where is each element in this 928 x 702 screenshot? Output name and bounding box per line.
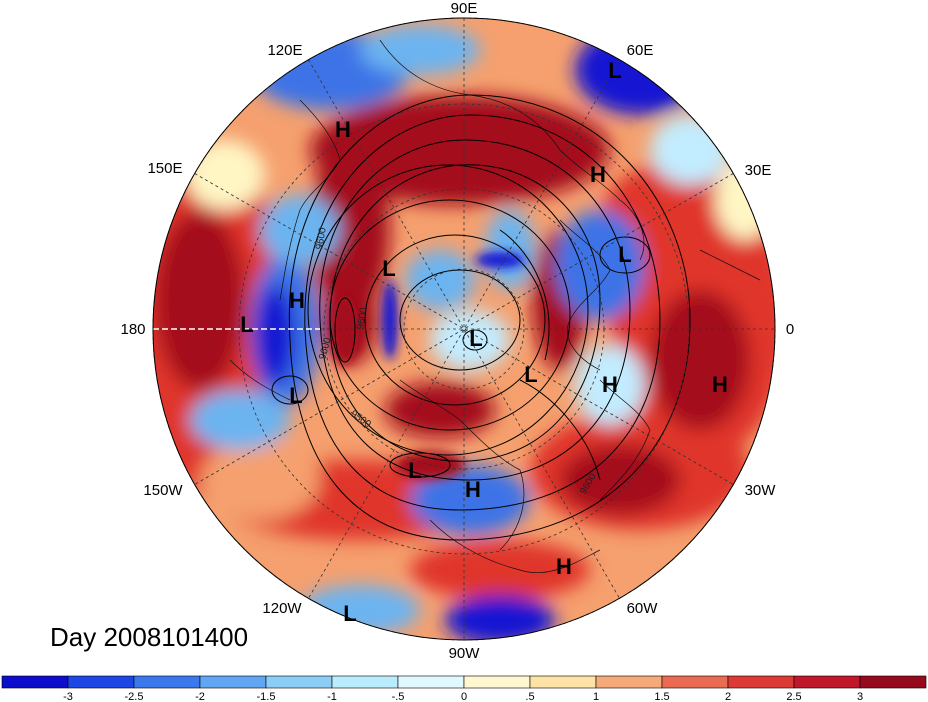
field-patch xyxy=(410,465,530,535)
colorbar-cells xyxy=(1,675,927,689)
field-patch xyxy=(331,295,359,365)
colorbar-tick-label: .5 xyxy=(525,691,534,702)
lon-label-90e: 90E xyxy=(451,0,478,17)
field-patch xyxy=(560,445,680,515)
lon-label-180: 180 xyxy=(120,321,145,338)
lon-label-120w: 120W xyxy=(262,600,302,617)
field-patch xyxy=(405,250,475,310)
colorbar-tick-label: -1 xyxy=(327,691,337,702)
pressure-system-label: H xyxy=(602,372,618,397)
field-patch xyxy=(410,540,590,600)
colorbar-cell xyxy=(595,675,663,689)
colorbar-cell xyxy=(397,675,465,689)
colorbar-tick-label: 2 xyxy=(725,691,731,702)
field-patch xyxy=(650,290,750,430)
pressure-system-label: H xyxy=(590,162,606,187)
field-patch xyxy=(310,95,610,205)
field-patch xyxy=(382,280,398,360)
colorbar-cell xyxy=(793,675,861,689)
colorbar-tick-label: -1.5 xyxy=(257,691,276,702)
field-patch xyxy=(310,140,390,320)
field-patch xyxy=(300,585,420,635)
colorbar-cell xyxy=(1,675,69,689)
lon-label-150e: 150E xyxy=(147,160,182,177)
colorbar-cell xyxy=(331,675,399,689)
colorbar-cell xyxy=(661,675,729,689)
field-patch xyxy=(155,210,245,390)
contour-label: 9600 xyxy=(314,226,329,250)
colorbar-cell xyxy=(199,675,267,689)
lon-label-90w: 90W xyxy=(449,645,481,662)
colorbar-cell xyxy=(529,675,597,689)
field-patch xyxy=(575,345,645,425)
pressure-system-label: H xyxy=(289,288,305,313)
field-patch xyxy=(445,595,555,640)
colorbar-cell xyxy=(265,675,333,689)
colorbar-tick-label: -2 xyxy=(195,691,205,702)
pressure-system-label: L xyxy=(382,256,395,281)
colorbar-cell xyxy=(133,675,201,689)
colorbar-tick-label: -2.5 xyxy=(125,691,144,702)
colorbar-tick-label: 0 xyxy=(461,691,467,702)
pressure-system-label: L xyxy=(608,58,621,83)
pressure-system-label: L xyxy=(240,312,253,337)
pressure-system-markers: L H H L L H L L L L L H H H H L L xyxy=(240,58,728,626)
colorbar-tick-label: -3 xyxy=(63,691,73,702)
map-title: Day 2008101400 xyxy=(50,622,248,652)
map-boundary xyxy=(152,17,776,641)
pressure-system-label: L xyxy=(343,601,356,626)
longitude-labels: 90E 60E 30E 0 30W 60W 90W 120W 150W 180 … xyxy=(120,0,794,662)
colorbar-tick-label: -.5 xyxy=(392,691,405,702)
pressure-system-label: L xyxy=(289,383,302,408)
lon-label-60e: 60E xyxy=(627,42,654,59)
geopotential-contours xyxy=(271,94,691,541)
colorbar-cell xyxy=(727,675,795,689)
pressure-system-label: L xyxy=(618,242,631,267)
colorbar-cell xyxy=(67,675,135,689)
colorbar-tick-label: 1 xyxy=(593,691,599,702)
colorbar-cell xyxy=(463,675,531,689)
lon-label-120e: 120E xyxy=(267,42,302,59)
coastlines xyxy=(229,39,761,574)
lon-label-150w: 150W xyxy=(143,482,183,499)
pressure-system-label: L xyxy=(524,362,537,387)
colorbar-tick-label: 2.5 xyxy=(786,691,801,702)
contour-label: 9600 xyxy=(355,306,370,330)
field-patch xyxy=(475,252,525,268)
field-patch xyxy=(200,440,320,520)
field-patch xyxy=(360,25,480,75)
field-patch xyxy=(430,310,510,370)
pressure-system-label: L xyxy=(469,326,482,351)
field-patch xyxy=(485,210,535,290)
lon-label-0: 0 xyxy=(786,321,794,338)
field-patch xyxy=(575,25,705,115)
pressure-system-label: H xyxy=(335,117,351,142)
field-patch xyxy=(260,195,340,265)
pressure-system-label: H xyxy=(712,372,728,397)
lon-label-30w: 30W xyxy=(745,482,777,499)
colorbar-tick-label: 3 xyxy=(857,691,863,702)
lon-label-30e: 30E xyxy=(745,162,772,179)
pressure-system-label: L xyxy=(408,458,421,483)
colorbar-tick-labels: -3 -2.5 -2 -1.5 -1 -.5 0 .5 1 1.5 2 2.5 3 xyxy=(63,691,863,702)
field-patch xyxy=(190,390,290,450)
pressure-system-label: H xyxy=(465,477,481,502)
field-patch xyxy=(255,285,295,385)
lon-label-60w: 60W xyxy=(627,600,659,617)
colorbar-tick-label: 1.5 xyxy=(654,691,669,702)
colorbar: -3 -2.5 -2 -1.5 -1 -.5 0 .5 1 1.5 2 2.5 3 xyxy=(1,675,927,702)
colorbar-cell xyxy=(859,675,927,689)
pressure-system-label: H xyxy=(556,554,572,579)
